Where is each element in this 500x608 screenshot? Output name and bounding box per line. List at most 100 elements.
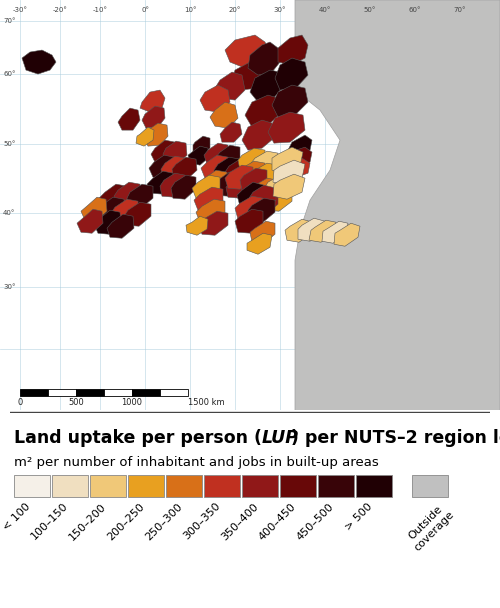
Polygon shape <box>226 174 252 198</box>
Polygon shape <box>238 148 265 172</box>
Bar <box>204 475 240 497</box>
Bar <box>90 475 126 497</box>
Polygon shape <box>250 70 282 102</box>
Polygon shape <box>295 0 500 410</box>
Polygon shape <box>232 62 268 90</box>
Polygon shape <box>225 165 253 189</box>
Text: 30°: 30° <box>3 285 16 290</box>
Text: 60°: 60° <box>409 7 421 13</box>
Text: 70°: 70° <box>454 7 466 13</box>
Polygon shape <box>309 220 336 242</box>
Text: 1000: 1000 <box>122 398 142 407</box>
Bar <box>48 389 76 396</box>
Polygon shape <box>136 127 154 146</box>
Text: < 100: < 100 <box>1 501 32 532</box>
Polygon shape <box>268 112 305 143</box>
Polygon shape <box>225 35 270 68</box>
Polygon shape <box>238 161 265 185</box>
Text: 450–500: 450–500 <box>295 501 336 542</box>
Polygon shape <box>193 136 210 154</box>
Bar <box>356 475 392 497</box>
Text: 200–250: 200–250 <box>105 501 146 542</box>
Polygon shape <box>251 151 278 174</box>
Text: 300–350: 300–350 <box>182 501 222 542</box>
Polygon shape <box>225 159 250 183</box>
Polygon shape <box>284 158 310 178</box>
Text: 1500 km: 1500 km <box>188 398 224 407</box>
Polygon shape <box>272 85 308 117</box>
Polygon shape <box>111 199 138 223</box>
Polygon shape <box>140 90 165 112</box>
Bar <box>280 475 316 497</box>
Polygon shape <box>264 187 292 211</box>
Bar <box>318 475 354 497</box>
Polygon shape <box>235 209 263 233</box>
Polygon shape <box>22 50 56 74</box>
Polygon shape <box>240 168 267 191</box>
Polygon shape <box>147 171 174 194</box>
Polygon shape <box>272 147 303 173</box>
Polygon shape <box>251 191 278 214</box>
Polygon shape <box>124 202 151 226</box>
Text: 500: 500 <box>68 398 84 407</box>
Text: 0: 0 <box>18 398 22 407</box>
Polygon shape <box>172 157 197 180</box>
Polygon shape <box>77 209 103 233</box>
Polygon shape <box>94 210 121 234</box>
Polygon shape <box>149 155 175 178</box>
Text: -10°: -10° <box>92 7 108 13</box>
Polygon shape <box>204 143 228 165</box>
Polygon shape <box>275 58 308 90</box>
Polygon shape <box>142 106 165 128</box>
Polygon shape <box>298 218 325 241</box>
Polygon shape <box>334 223 360 246</box>
Text: 60°: 60° <box>3 71 16 77</box>
Polygon shape <box>215 72 245 100</box>
Polygon shape <box>220 122 242 142</box>
Polygon shape <box>161 156 186 180</box>
Polygon shape <box>250 221 275 243</box>
Polygon shape <box>278 35 308 65</box>
Polygon shape <box>188 146 208 165</box>
Polygon shape <box>99 184 128 208</box>
Bar <box>160 389 188 396</box>
Polygon shape <box>235 196 263 220</box>
Text: 250–300: 250–300 <box>143 501 184 542</box>
Text: 150–200: 150–200 <box>67 501 108 542</box>
Polygon shape <box>196 199 225 223</box>
Polygon shape <box>288 135 312 155</box>
Bar <box>104 389 132 396</box>
Polygon shape <box>285 219 313 242</box>
Polygon shape <box>201 155 228 179</box>
Polygon shape <box>216 145 240 168</box>
Text: 20°: 20° <box>229 7 241 13</box>
Polygon shape <box>163 141 187 164</box>
Polygon shape <box>248 42 280 75</box>
Polygon shape <box>251 163 278 186</box>
Polygon shape <box>214 172 240 196</box>
Text: 40°: 40° <box>3 210 16 216</box>
Text: 40°: 40° <box>319 7 331 13</box>
Bar <box>166 475 202 497</box>
Polygon shape <box>171 175 196 199</box>
Text: 70°: 70° <box>3 18 16 24</box>
Bar <box>132 389 160 396</box>
Bar <box>52 475 88 497</box>
Polygon shape <box>273 160 305 185</box>
Bar <box>412 475 448 497</box>
Polygon shape <box>186 216 208 235</box>
Text: Land uptake per person (: Land uptake per person ( <box>14 429 262 446</box>
Bar <box>242 475 278 497</box>
Polygon shape <box>151 140 176 162</box>
Bar <box>128 475 164 497</box>
Polygon shape <box>264 175 292 199</box>
Polygon shape <box>286 147 312 167</box>
Polygon shape <box>160 173 185 197</box>
Polygon shape <box>127 184 153 208</box>
Polygon shape <box>322 221 348 243</box>
Polygon shape <box>273 174 305 199</box>
Polygon shape <box>251 178 278 201</box>
Text: 50°: 50° <box>364 7 376 13</box>
Text: 400–450: 400–450 <box>257 501 298 542</box>
Text: m² per number of inhabitant and jobs in built-up areas: m² per number of inhabitant and jobs in … <box>14 456 379 469</box>
